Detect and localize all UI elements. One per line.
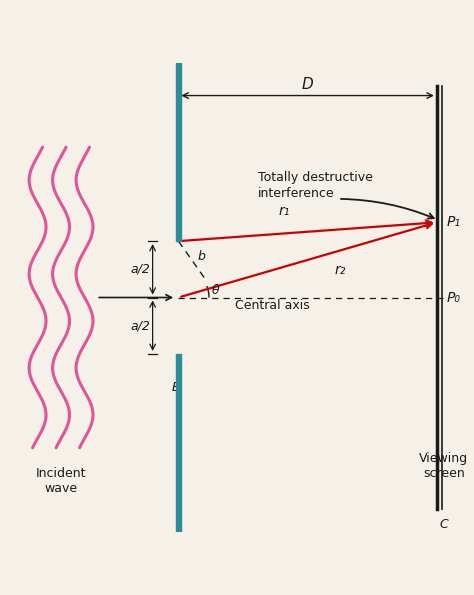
Text: C: C [439, 518, 448, 531]
Text: r₂: r₂ [335, 263, 346, 277]
Bar [176, 62, 181, 241]
Text: P₁: P₁ [447, 215, 461, 229]
Text: B: B [172, 381, 181, 394]
Text: r₁: r₁ [278, 204, 290, 218]
Text: θ: θ [211, 284, 219, 298]
Text: b: b [197, 250, 205, 263]
Text: Incident
wave: Incident wave [36, 466, 86, 494]
Text: a/2: a/2 [131, 263, 151, 276]
Text: Central axis: Central axis [235, 299, 310, 312]
Text: Viewing
screen: Viewing screen [419, 452, 468, 481]
Bar [176, 354, 181, 533]
Text: P₀: P₀ [447, 290, 461, 305]
Text: a/2: a/2 [131, 319, 151, 332]
Text: Totally destructive
interference: Totally destructive interference [258, 171, 373, 200]
Text: D: D [302, 77, 313, 92]
